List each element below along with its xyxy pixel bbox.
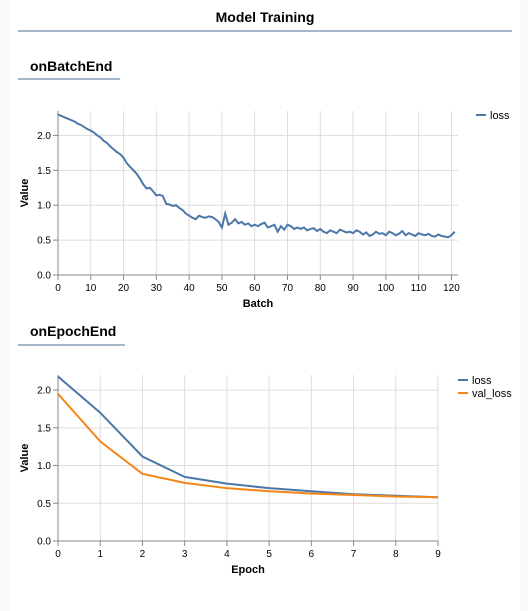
y-tick-label: 2.0 <box>37 386 51 397</box>
x-tick-label: 90 <box>348 283 360 294</box>
line-series <box>57 393 439 499</box>
x-tick-label: 9 <box>435 549 441 560</box>
y-tick-label: 0.5 <box>37 236 51 247</box>
y-tick-label: 1.5 <box>37 166 51 177</box>
y-axis-label: Value <box>19 444 31 473</box>
legend-label: loss <box>472 375 492 387</box>
section-title: onEpochEnd <box>30 323 116 339</box>
y-axis-label: Value <box>19 179 31 208</box>
x-tick-label: 8 <box>393 549 399 560</box>
x-tick-label: 4 <box>224 549 230 560</box>
x-tick-label: 50 <box>216 283 228 294</box>
x-tick-label: 40 <box>184 283 196 294</box>
x-tick-label: 10 <box>85 283 97 294</box>
x-tick-label: 80 <box>315 283 327 294</box>
panel <box>10 0 520 611</box>
y-tick-label: 0.0 <box>37 271 51 282</box>
x-tick-label: 0 <box>55 549 61 560</box>
x-tick-label: 6 <box>309 549 315 560</box>
x-tick-label: 3 <box>182 549 188 560</box>
x-tick-label: 120 <box>443 283 460 294</box>
x-tick-label: 70 <box>282 283 294 294</box>
y-tick-label: 0.0 <box>37 537 51 548</box>
x-tick-label: 20 <box>118 283 130 294</box>
x-tick-label: 0 <box>55 283 61 294</box>
x-tick-label: 30 <box>151 283 163 294</box>
x-tick-label: 2 <box>140 549 146 560</box>
x-tick-label: 1 <box>97 549 103 560</box>
x-tick-label: 7 <box>351 549 357 560</box>
line-series <box>57 113 456 239</box>
y-tick-label: 0.5 <box>37 499 51 510</box>
x-tick-label: 60 <box>249 283 261 294</box>
y-tick-label: 1.0 <box>37 461 51 472</box>
x-axis-label: Batch <box>243 298 274 310</box>
x-axis-label: Epoch <box>231 564 265 576</box>
legend-label: loss <box>490 110 510 122</box>
page-title: Model Training <box>216 9 315 25</box>
x-tick-label: 100 <box>378 283 395 294</box>
section-title: onBatchEnd <box>30 58 112 74</box>
legend-label: val_loss <box>472 388 512 400</box>
y-tick-label: 2.0 <box>37 131 51 142</box>
x-tick-label: 5 <box>266 549 272 560</box>
x-tick-label: 110 <box>411 283 427 294</box>
y-tick-label: 1.5 <box>37 423 51 434</box>
y-tick-label: 1.0 <box>37 201 51 212</box>
